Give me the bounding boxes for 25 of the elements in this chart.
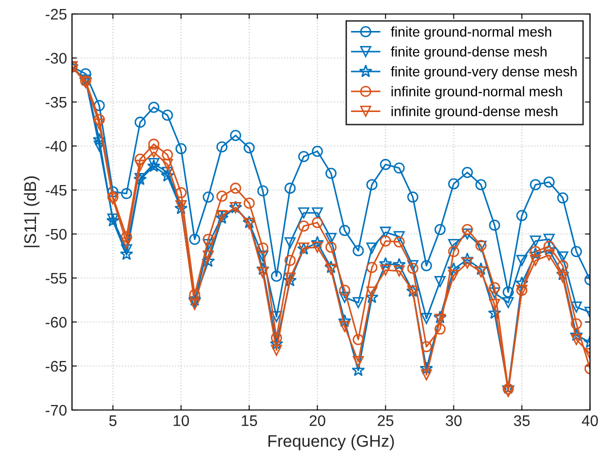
x-tick-label: 5 <box>109 415 117 426</box>
y-tick-label: -30 <box>46 52 67 64</box>
y-tick-label: -70 <box>46 404 67 416</box>
x-tick-label: 30 <box>446 415 462 426</box>
x-tick-label: 25 <box>378 415 394 426</box>
y-tick-label: -60 <box>46 316 67 328</box>
legend-label: finite ground-very dense mesh <box>390 66 577 80</box>
x-tick-label: 35 <box>514 415 530 426</box>
legend-label: finite ground-dense mesh <box>390 46 547 60</box>
x-tick-label: 10 <box>174 415 189 426</box>
y-tick-label: -55 <box>46 273 66 284</box>
legend-label: infinite ground-normal mesh <box>392 86 562 100</box>
legend-label: infinite ground-dense mesh <box>392 106 558 120</box>
y-tick-label: -50 <box>46 228 67 240</box>
x-tick-label: 40 <box>582 415 598 426</box>
y-tick-label: -25 <box>46 8 66 20</box>
legend-label: finite ground-normal mesh <box>390 26 552 40</box>
y-axis-title: |S11| (dB) <box>24 176 40 248</box>
y-tick-label: -35 <box>46 96 66 108</box>
y-tick-label: -40 <box>46 140 67 152</box>
y-tick-label: -45 <box>46 185 66 196</box>
x-axis-title: Frequency (GHz) <box>268 434 394 450</box>
x-tick-label: 15 <box>242 415 258 426</box>
x-tick-label: 20 <box>310 415 326 426</box>
y-tick-label: -65 <box>46 360 66 372</box>
